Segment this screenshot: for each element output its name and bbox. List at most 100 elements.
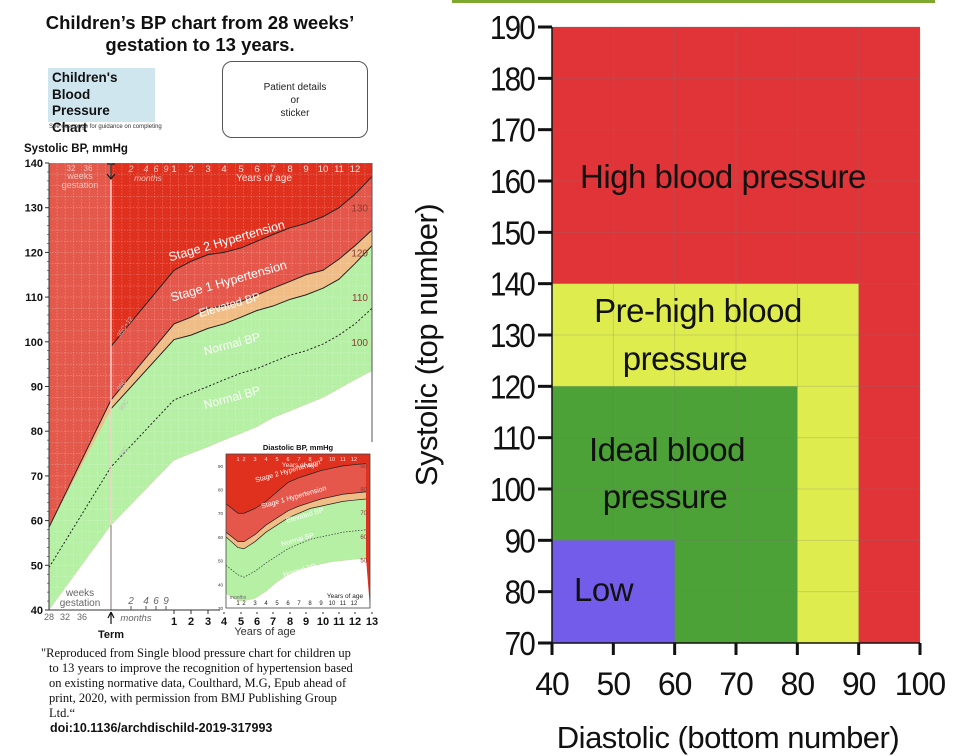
diastolic-inset: Diastolic BP, mmHg 30 40 50 60 70 80 90 50 60 70 80… bbox=[218, 442, 376, 612]
weeks-label: weeks bbox=[65, 588, 94, 599]
inset-stage1-band bbox=[226, 463, 366, 542]
top-years-label: Years of age bbox=[236, 173, 292, 184]
inset-top-year-tick: 12 bbox=[351, 457, 357, 463]
normal-band bbox=[49, 245, 372, 610]
inset-top-year-tick: 4 bbox=[264, 457, 267, 463]
gestation-label: gestation bbox=[60, 598, 101, 609]
curve-95c-plus-12 bbox=[110, 176, 373, 347]
term-top-arrow-icon bbox=[106, 163, 116, 181]
inset-bottom-year-tick: 2 bbox=[242, 601, 246, 607]
x-tick-label: 50 bbox=[597, 666, 631, 702]
inset-right-tick-label: 80 bbox=[360, 488, 367, 494]
label-high-blood-pressure: High blood pressure bbox=[580, 158, 866, 195]
label-pre-high-line2: pressure bbox=[623, 340, 747, 377]
top-months-label: months bbox=[134, 173, 163, 183]
y-tick-label: 100 bbox=[25, 337, 43, 349]
inset-bottom-year-tick: 11 bbox=[340, 601, 347, 607]
bp-category-chart: 70 80 90 100 110 120 130 140 150 160 170 180 190 40 50… bbox=[409, 10, 946, 755]
inset-y-tick-label: 30 bbox=[218, 606, 224, 611]
inset-top-years-label: Years of age bbox=[282, 462, 319, 469]
curve-95c bbox=[48, 229, 373, 528]
y-tick-label: 110 bbox=[492, 420, 535, 457]
patient-details-box: Patient details or sticker bbox=[222, 61, 368, 138]
y-tick-label: 90 bbox=[31, 382, 43, 394]
term-label: Term bbox=[98, 629, 124, 641]
top-year-tick: 11 bbox=[334, 164, 344, 175]
inset-y-tick-label: 60 bbox=[218, 535, 224, 540]
doi-text: doi:10.1136/archdischild-2019-317993 bbox=[50, 721, 273, 735]
x-tick-label: 60 bbox=[658, 666, 692, 702]
y-tick-label: 80 bbox=[505, 574, 536, 611]
year-tick-label: 11 bbox=[333, 616, 345, 628]
top-month-tick: 6 bbox=[153, 164, 158, 174]
y-tick-label: 130 bbox=[25, 203, 43, 215]
citation-line: Ltd.“ bbox=[49, 706, 76, 720]
y-tick-label: 160 bbox=[490, 164, 535, 201]
inset-normal-band bbox=[226, 499, 366, 601]
weeks-tick-label: 32 bbox=[60, 612, 70, 622]
top-weeks-label: weeks bbox=[66, 171, 93, 181]
label-ideal-line1: Ideal blood bbox=[589, 431, 745, 468]
y-tick-label: 140 bbox=[25, 158, 43, 170]
y-tick-label: 60 bbox=[31, 516, 43, 528]
inset-months-label: months bbox=[230, 595, 247, 601]
y-tick-label: 100 bbox=[490, 472, 535, 509]
y-tick-label: 40 bbox=[31, 605, 43, 617]
inset-bottom-year-tick: 3 bbox=[253, 601, 257, 607]
inset-bottom-year-tick: 8 bbox=[308, 601, 312, 607]
top-year-tick: 6 bbox=[254, 164, 259, 175]
citation-line: to 13 years to improve the recognition o… bbox=[49, 661, 353, 675]
inset-bottom-year-tick: 1 bbox=[236, 601, 240, 607]
patient-box-line: Patient details bbox=[263, 82, 327, 93]
y-tick-label: 180 bbox=[490, 61, 535, 98]
y-tick-label: 120 bbox=[25, 247, 43, 259]
label-low: Low bbox=[574, 571, 634, 608]
inset-bottom-year-tick: 12 bbox=[351, 601, 358, 607]
year-tick-label: 1 bbox=[171, 616, 177, 628]
label-ideal-line2: pressure bbox=[603, 478, 727, 515]
inset-bottom-year-tick: 4 bbox=[264, 601, 268, 607]
right-y-tick-label: 110 bbox=[352, 293, 368, 304]
top-year-tick: 10 bbox=[318, 164, 329, 175]
inset-top-year-tick: 5 bbox=[275, 457, 278, 463]
term-arrow-icon bbox=[107, 611, 115, 624]
inset-top-year-tick: 2 bbox=[242, 457, 245, 463]
top-weeks-tick: 32 bbox=[67, 164, 76, 173]
inset-y-tick-label: 80 bbox=[218, 488, 224, 493]
top-year-tick: 8 bbox=[287, 164, 292, 175]
citation-line: on existing normative data, Coulthard, M… bbox=[49, 676, 347, 690]
year-tick-label: 6 bbox=[254, 616, 260, 628]
month-tick-label: 2 bbox=[127, 596, 134, 607]
inset-y-tick-label: 70 bbox=[218, 511, 224, 516]
top-year-tick: 3 bbox=[205, 164, 210, 175]
month-tick-label: 4 bbox=[143, 596, 149, 607]
region-low bbox=[552, 540, 675, 643]
chart-title-line: Blood Pressure bbox=[52, 86, 110, 119]
y-tick-label: 50 bbox=[31, 560, 43, 572]
y-tick-label: 190 bbox=[490, 10, 535, 47]
years-label: Years of age bbox=[234, 626, 295, 638]
accent-bar bbox=[452, 0, 935, 3]
top-year-tick: 9 bbox=[303, 164, 308, 175]
y-tick-label: 110 bbox=[25, 292, 43, 304]
year-tick-label: 12 bbox=[349, 616, 361, 628]
top-year-tick: 4 bbox=[221, 164, 226, 175]
inset-right-tick-label: 50 bbox=[360, 559, 367, 565]
y-tick-label: 70 bbox=[31, 471, 43, 483]
citation-line: "Reproduced from Single blood pressure c… bbox=[41, 646, 351, 660]
inset-top-year-tick: 8 bbox=[308, 457, 311, 463]
citation: "Reproduced from Single blood pressure c… bbox=[41, 646, 391, 721]
months-label: months bbox=[120, 613, 151, 624]
weeks-tick-label: 28 bbox=[44, 612, 54, 622]
stage1-band bbox=[111, 176, 372, 400]
inset-bottom-year-tick: 10 bbox=[329, 601, 336, 607]
curve-90c bbox=[110, 245, 373, 410]
inset-top-year-tick: 3 bbox=[253, 457, 256, 463]
page-title: Children’s BP chart from 28 weeks’ gesta… bbox=[0, 12, 400, 56]
year-tick-label: 2 bbox=[188, 616, 194, 628]
right-y-tick-label: 100 bbox=[351, 338, 368, 349]
year-tick-label: 13 bbox=[366, 616, 378, 628]
y-tick-label: 130 bbox=[490, 318, 535, 355]
right-y-tick-label: 130 bbox=[351, 204, 368, 215]
inset-y-tick-label: 40 bbox=[218, 582, 224, 587]
